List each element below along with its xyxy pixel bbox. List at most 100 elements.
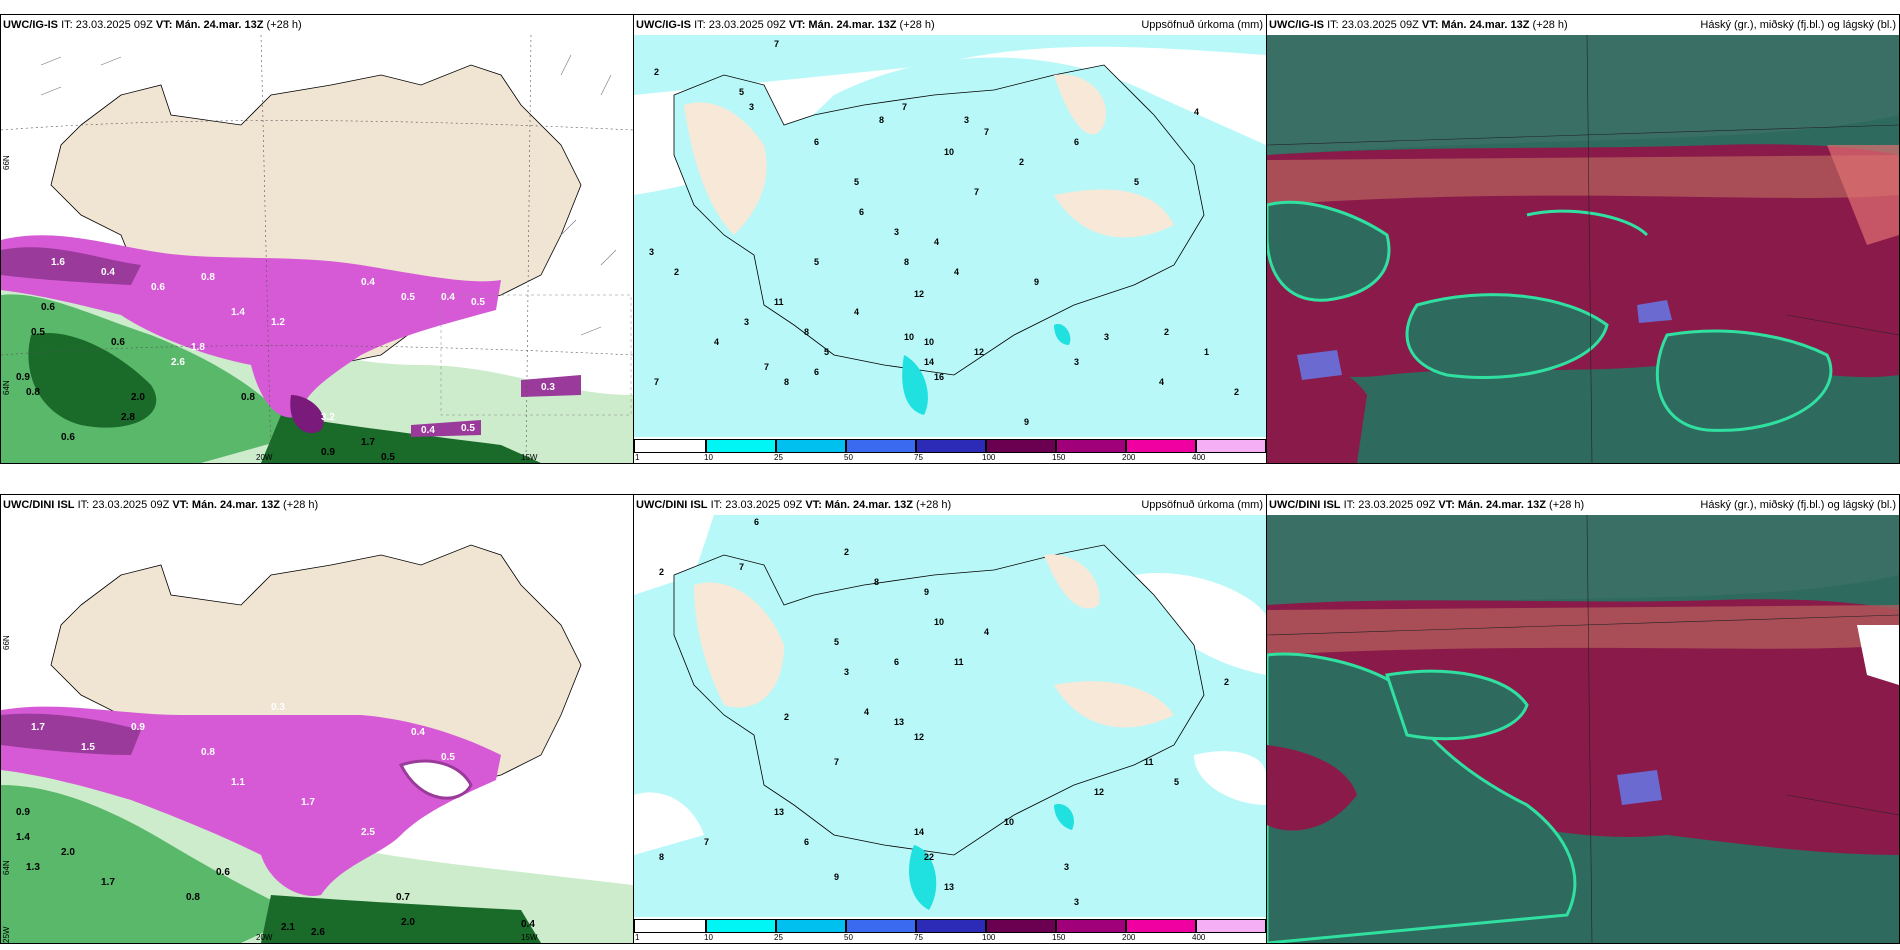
- rain-value: 0.4: [521, 919, 535, 930]
- precip-value: 7: [984, 127, 989, 137]
- precip-title: Uppsöfnuð úrkoma (mm): [1141, 19, 1263, 31]
- precip-value: 5: [814, 257, 819, 267]
- panel-header: UWC/IG-IS IT: 23.03.2025 09Z VT: Mán. 24…: [1, 15, 633, 35]
- panel-header: UWC/DINI ISL IT: 23.03.2025 09Z VT: Mán.…: [634, 495, 1266, 515]
- rain-value: 1.7: [361, 437, 375, 448]
- colorbar: 1 10 25 50 75 100 150 200 400: [634, 437, 1266, 463]
- precip-value: 10: [924, 337, 934, 347]
- colorbar-tick: 25: [774, 933, 783, 942]
- snow-value: 0.5: [471, 297, 485, 308]
- snow-value: 1.4: [231, 307, 245, 318]
- precip-value: 8: [879, 115, 884, 125]
- colorbar-tick: 10: [704, 933, 713, 942]
- snow-value: 0.4: [421, 425, 435, 436]
- colorbar-swatch: [634, 919, 706, 933]
- precip-value: 22: [924, 852, 934, 862]
- rain-value: 0.5: [381, 452, 395, 463]
- precip-value: 7: [834, 757, 839, 767]
- rain-value: 2.8: [121, 412, 135, 423]
- colorbar-tick: 75: [914, 933, 923, 942]
- precip-value: 10: [1004, 817, 1014, 827]
- precip-value: 3: [1064, 862, 1069, 872]
- precip-value: 10: [934, 617, 944, 627]
- snow-value: 0.9: [131, 722, 145, 733]
- snow-value: 2.5: [361, 827, 375, 838]
- precip-value: 4: [854, 307, 859, 317]
- colorbar-swatch: [1126, 439, 1196, 453]
- precip-value: 9: [1024, 417, 1029, 427]
- precip-value: 2: [1234, 387, 1239, 397]
- colorbar-swatch: [1196, 919, 1266, 933]
- precip-value: 4: [934, 237, 939, 247]
- precip-value: 12: [1094, 787, 1104, 797]
- rain-value: 0.6: [41, 302, 55, 313]
- precip-value: 3: [964, 115, 969, 125]
- snow-value: 0.5: [461, 423, 475, 434]
- lon-label: 20W: [256, 453, 273, 462]
- colorbar-swatch: [1056, 439, 1126, 453]
- lon-label: 15W: [521, 453, 538, 462]
- rain-value: 2.0: [401, 917, 415, 928]
- lon-label: 25W: [2, 926, 11, 943]
- precip-value: 4: [984, 627, 989, 637]
- precip-value: 4: [1194, 107, 1199, 117]
- precip-value: 3: [1074, 357, 1079, 367]
- colorbar-tick: 100: [982, 933, 996, 942]
- precip-value: 4: [864, 707, 869, 717]
- snow-value: 0.5: [441, 752, 455, 763]
- colorbar-swatch: [846, 919, 916, 933]
- colorbar-swatch: [846, 439, 916, 453]
- precip-value: 9: [1034, 277, 1039, 287]
- cloud-title: Háský (gr.), miðský (fj.bl.) og lágský (…: [1700, 19, 1896, 31]
- precip-value: 7: [764, 362, 769, 372]
- precip-value: 3: [744, 317, 749, 327]
- precip-value: 11: [774, 297, 784, 307]
- snow-value: 0.4: [361, 277, 375, 288]
- precip-value: 12: [914, 289, 924, 299]
- colorbar-swatch: [916, 919, 986, 933]
- precip-value: 5: [1134, 177, 1139, 187]
- colorbar-swatch: [706, 919, 776, 933]
- precip-value: 6: [894, 657, 899, 667]
- precip-value: 12: [914, 732, 924, 742]
- panel-header: UWC/DINI ISL IT: 23.03.2025 09Z VT: Mán.…: [1267, 495, 1899, 515]
- precip-value: 2: [654, 67, 659, 77]
- panel-header: UWC/IG-IS IT: 23.03.2025 09Z VT: Mán. 24…: [634, 15, 1266, 35]
- panel-snow-top: UWC/IG-IS IT: 23.03.2025 09Z VT: Mán. 24…: [0, 14, 634, 464]
- colorbar-tick: 400: [1192, 453, 1206, 462]
- rain-value: 0.8: [26, 387, 40, 398]
- lon-label: 15W: [521, 933, 538, 942]
- cloud-map-bot: [1267, 515, 1899, 943]
- precip-value: 1: [1204, 347, 1209, 357]
- snow-value: 1.2: [271, 317, 285, 328]
- precip-value: 5: [834, 637, 839, 647]
- precip-value: 3: [649, 247, 654, 257]
- rain-value: 0.9: [16, 807, 30, 818]
- snow-value: 0.6: [151, 282, 165, 293]
- precip-value: 8: [659, 852, 664, 862]
- precip-value: 4: [1159, 377, 1164, 387]
- rain-value: 0.7: [396, 892, 410, 903]
- rain-value: 0.6: [111, 337, 125, 348]
- precip-value: 2: [1019, 157, 1024, 167]
- precip-value: 8: [784, 377, 789, 387]
- colorbar-tick: 1: [635, 453, 640, 462]
- precip-value: 11: [1144, 757, 1154, 767]
- precip-value: 7: [902, 102, 907, 112]
- rain-value: 0.8: [186, 892, 200, 903]
- precip-value: 10: [904, 332, 914, 342]
- precip-value: 14: [914, 827, 924, 837]
- rain-value: 0.5: [31, 327, 45, 338]
- panel-precip-bot: UWC/DINI ISL IT: 23.03.2025 09Z VT: Mán.…: [633, 494, 1267, 944]
- precip-value: 10: [944, 147, 954, 157]
- panel-cloud-bot: UWC/DINI ISL IT: 23.03.2025 09Z VT: Mán.…: [1266, 494, 1900, 944]
- colorbar-tick: 200: [1122, 933, 1136, 942]
- snow-value: 2.6: [171, 357, 185, 368]
- rain-value: 0.9: [321, 447, 335, 458]
- colorbar-swatch: [634, 439, 706, 453]
- snow-value: 3.2: [321, 412, 335, 423]
- rain-value: 1.7: [101, 877, 115, 888]
- colorbar-tick: 50: [844, 933, 853, 942]
- precip-value: 5: [739, 87, 744, 97]
- rain-value: 2.0: [61, 847, 75, 858]
